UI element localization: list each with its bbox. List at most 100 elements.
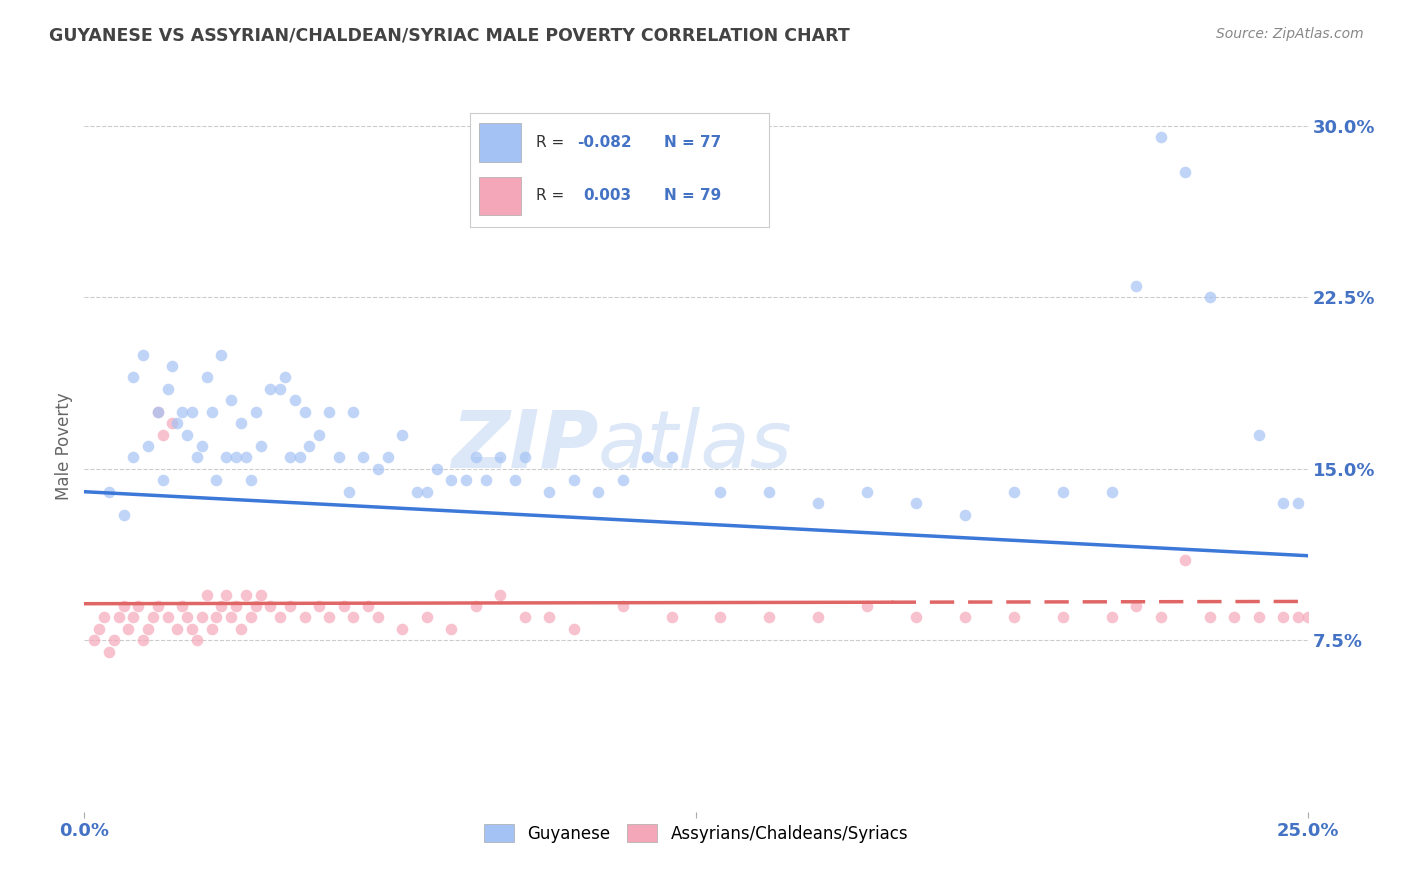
Point — [474, 473, 496, 487]
Point — [132, 347, 155, 362]
Point — [807, 496, 830, 510]
Point — [112, 599, 135, 613]
Point — [269, 610, 291, 624]
Point — [1369, 690, 1392, 705]
Point — [440, 622, 463, 636]
Point — [905, 610, 928, 624]
Point — [367, 462, 389, 476]
Point — [152, 473, 174, 487]
Point — [406, 484, 429, 499]
Point — [342, 405, 364, 419]
Point — [489, 450, 512, 465]
Point — [953, 610, 976, 624]
Point — [215, 588, 238, 602]
Point — [195, 588, 218, 602]
Point — [342, 610, 364, 624]
Point — [1101, 484, 1123, 499]
Point — [284, 393, 307, 408]
Point — [191, 610, 214, 624]
Point — [176, 610, 198, 624]
Point — [146, 405, 169, 419]
Point — [166, 416, 188, 430]
Point — [156, 382, 179, 396]
Point — [758, 484, 780, 499]
Point — [152, 427, 174, 442]
Point — [1286, 496, 1309, 510]
Point — [1125, 599, 1147, 613]
Point — [513, 450, 536, 465]
Point — [162, 416, 184, 430]
Point — [352, 450, 374, 465]
Point — [181, 405, 204, 419]
Point — [464, 450, 486, 465]
Point — [209, 599, 232, 613]
Point — [225, 599, 247, 613]
Point — [612, 599, 634, 613]
Point — [318, 610, 340, 624]
Point — [1272, 610, 1295, 624]
Point — [239, 610, 262, 624]
Point — [146, 405, 169, 419]
Point — [1174, 553, 1197, 567]
Point — [122, 370, 145, 384]
Point — [136, 622, 159, 636]
Point — [83, 633, 105, 648]
Point — [357, 599, 380, 613]
Point — [416, 610, 439, 624]
Point — [142, 610, 165, 624]
Point — [162, 359, 184, 373]
Point — [513, 610, 536, 624]
Point — [117, 622, 139, 636]
Point — [1002, 484, 1025, 499]
Point — [87, 622, 110, 636]
Point — [205, 610, 228, 624]
Point — [219, 610, 242, 624]
Point — [97, 484, 120, 499]
Point — [308, 427, 330, 442]
Point — [1296, 610, 1319, 624]
Point — [636, 450, 658, 465]
Point — [195, 370, 218, 384]
Point — [328, 450, 350, 465]
Point — [426, 462, 449, 476]
Point — [97, 645, 120, 659]
Point — [146, 599, 169, 613]
Y-axis label: Male Poverty: Male Poverty — [55, 392, 73, 500]
Point — [391, 427, 413, 442]
Point — [107, 610, 129, 624]
Point — [288, 450, 311, 465]
Point — [127, 599, 149, 613]
Text: ZIP: ZIP — [451, 407, 598, 485]
Point — [538, 610, 561, 624]
Point — [172, 405, 194, 419]
Point — [1198, 610, 1220, 624]
Point — [239, 473, 262, 487]
Point — [1247, 427, 1270, 442]
Point — [1247, 610, 1270, 624]
Point — [538, 484, 561, 499]
Point — [112, 508, 135, 522]
Point — [245, 599, 267, 613]
Point — [245, 405, 267, 419]
Point — [661, 450, 683, 465]
Point — [612, 473, 634, 487]
Point — [278, 450, 301, 465]
Point — [205, 473, 228, 487]
Point — [294, 405, 316, 419]
Point — [181, 622, 204, 636]
Point — [464, 599, 486, 613]
Point — [1286, 610, 1309, 624]
Point — [294, 610, 316, 624]
Point — [215, 450, 238, 465]
Point — [562, 473, 585, 487]
Point — [229, 416, 252, 430]
Point — [136, 439, 159, 453]
Point — [1395, 667, 1406, 681]
Point — [93, 610, 115, 624]
Point — [856, 599, 879, 613]
Point — [377, 450, 399, 465]
Point — [1150, 130, 1173, 145]
Point — [1272, 496, 1295, 510]
Point — [200, 405, 222, 419]
Point — [1150, 610, 1173, 624]
